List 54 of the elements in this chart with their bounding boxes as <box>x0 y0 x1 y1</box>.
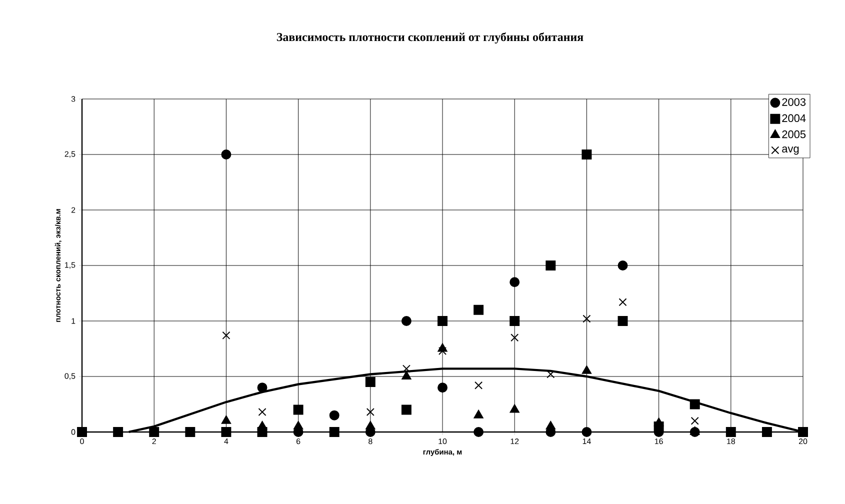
point <box>185 427 196 437</box>
point <box>258 408 266 416</box>
point <box>474 304 484 315</box>
point <box>474 410 484 418</box>
point <box>582 150 592 160</box>
point <box>690 399 700 410</box>
point <box>438 316 448 326</box>
point <box>510 316 520 326</box>
legend-label: 2005 <box>782 130 806 138</box>
point <box>726 427 736 437</box>
point <box>113 427 124 437</box>
chart-title: Зависимость плотности скоплений от глубины обитания <box>276 32 584 44</box>
point <box>365 377 376 388</box>
point <box>257 382 268 393</box>
point <box>510 334 519 342</box>
point <box>582 365 592 374</box>
point <box>618 298 627 306</box>
point <box>293 404 304 415</box>
point <box>401 404 412 415</box>
point <box>546 420 556 430</box>
point <box>510 277 520 288</box>
point <box>474 381 483 390</box>
point <box>149 427 160 437</box>
point <box>474 427 484 437</box>
point <box>438 346 447 355</box>
point <box>798 427 808 437</box>
point <box>618 316 628 326</box>
legend-label: 2003 <box>782 98 806 106</box>
point <box>582 427 592 437</box>
point <box>329 410 340 420</box>
point <box>366 408 374 416</box>
point <box>582 314 591 323</box>
point <box>257 420 268 430</box>
point <box>77 427 87 437</box>
point <box>293 420 304 430</box>
legend-label: avg <box>782 146 799 155</box>
point <box>654 418 664 426</box>
legend-label: 2004 <box>782 114 806 122</box>
point <box>546 260 556 270</box>
point <box>402 371 412 380</box>
point <box>221 150 232 160</box>
point <box>438 382 448 393</box>
point <box>329 427 340 437</box>
point <box>401 316 412 326</box>
point <box>366 420 376 430</box>
point <box>402 364 410 373</box>
point <box>222 331 230 340</box>
point <box>618 260 628 270</box>
point <box>510 404 520 413</box>
point <box>690 416 699 425</box>
point <box>221 427 232 437</box>
point <box>546 370 555 378</box>
point <box>762 427 772 437</box>
point <box>221 415 232 424</box>
